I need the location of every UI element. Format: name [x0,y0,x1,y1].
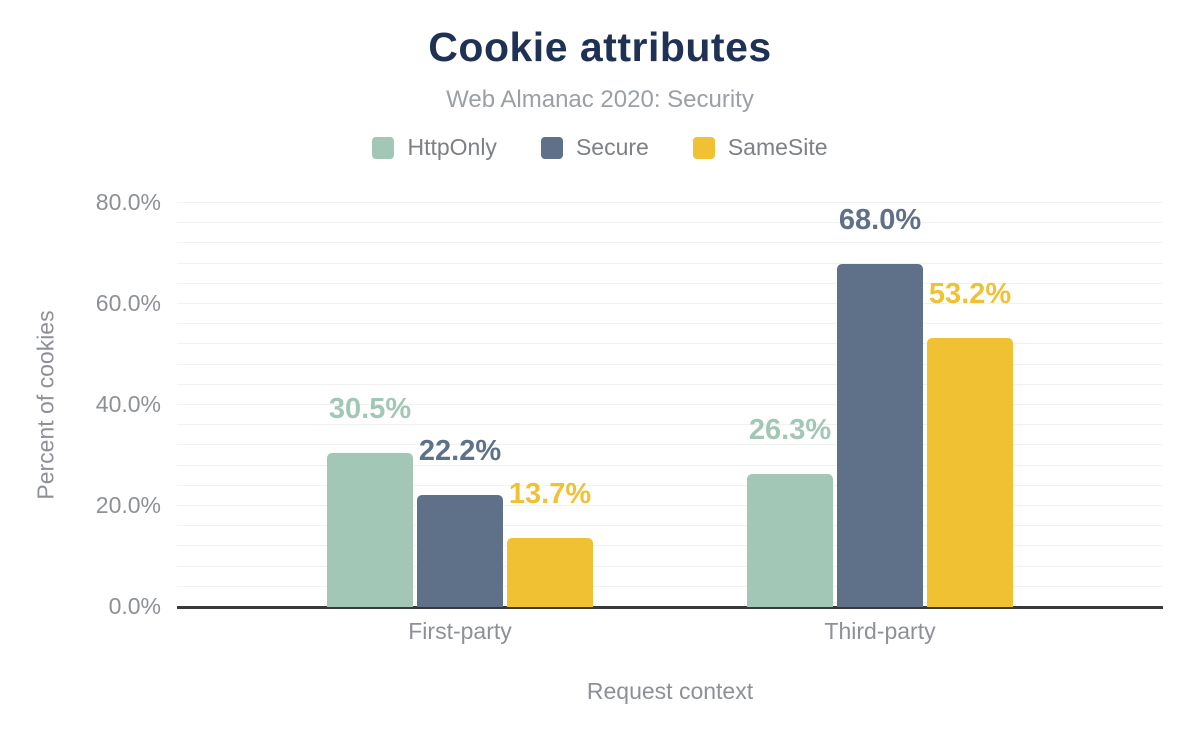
gridline [177,424,1163,426]
legend-item-httponly[interactable]: HttpOnly [372,134,497,161]
bar-group-third-party: 26.3% 68.0% 53.2% [747,203,1013,607]
legend-label: SameSite [727,134,828,160]
gridline [177,343,1163,345]
x-axis-line [177,606,1163,609]
bar-value-label: 53.2% [928,278,1012,311]
legend-swatch-httponly [372,136,395,159]
chart-subtitle: Web Almanac 2020: Security [446,86,754,113]
y-axis-title: Percent of cookies [32,310,59,500]
gridline [177,565,1163,567]
legend: HttpOnly Secure SameSite [0,134,1200,161]
gridline [177,202,1163,203]
bar-value-label: 22.2% [418,434,502,467]
y-tick-label: 0.0% [108,593,161,619]
gridline [177,464,1163,466]
x-tick-label-third-party: Third-party [824,618,936,644]
plot-area: 0.0% 20.0% 40.0% 60.0% 80.0% Percent of cook… [33,191,1163,704]
gridline [177,545,1163,547]
bar-secure-first-party[interactable] [417,494,503,607]
y-tick-label: 20.0% [95,492,161,518]
bar-value-label: 13.7% [508,477,592,510]
bar-httponly-third-party[interactable] [747,474,833,607]
gridline [177,303,1163,304]
y-tick-label: 80.0% [95,189,161,215]
legend-label: Secure [575,134,649,160]
legend-item-samesite[interactable]: SameSite [692,134,828,161]
gridline [177,323,1163,325]
gridline [177,484,1163,486]
legend-label: HttpOnly [407,134,497,160]
gridline [177,282,1163,284]
y-tick-label: 40.0% [95,391,161,417]
x-axis-title: Request context [586,678,754,704]
gridline [177,383,1163,385]
bar-httponly-first-party[interactable] [327,452,413,607]
y-tick-label: 60.0% [95,290,161,316]
bar-samesite-third-party[interactable] [927,338,1013,607]
gridline [177,222,1163,224]
chart-title: Cookie attributes [428,24,772,70]
bar-value-label: 30.5% [328,392,412,425]
gridline [177,242,1163,244]
gridline [177,525,1163,527]
legend-swatch-samesite [692,136,715,159]
gridline [177,404,1163,405]
gridline [177,585,1163,587]
bar-secure-third-party[interactable] [837,263,923,607]
bar-value-label: 26.3% [748,414,832,447]
gridline [177,363,1163,365]
legend-swatch-secure [540,136,563,159]
gridline [177,444,1163,446]
bar-value-label: 68.0% [838,203,922,236]
legend-item-secure[interactable]: Secure [540,134,649,161]
gridline [177,505,1163,506]
gridline [177,262,1163,264]
bar-samesite-first-party[interactable] [507,537,593,607]
bar-group-first-party: 30.5% 22.2% 13.7% [327,203,593,607]
x-tick-label-first-party: First-party [408,618,512,644]
